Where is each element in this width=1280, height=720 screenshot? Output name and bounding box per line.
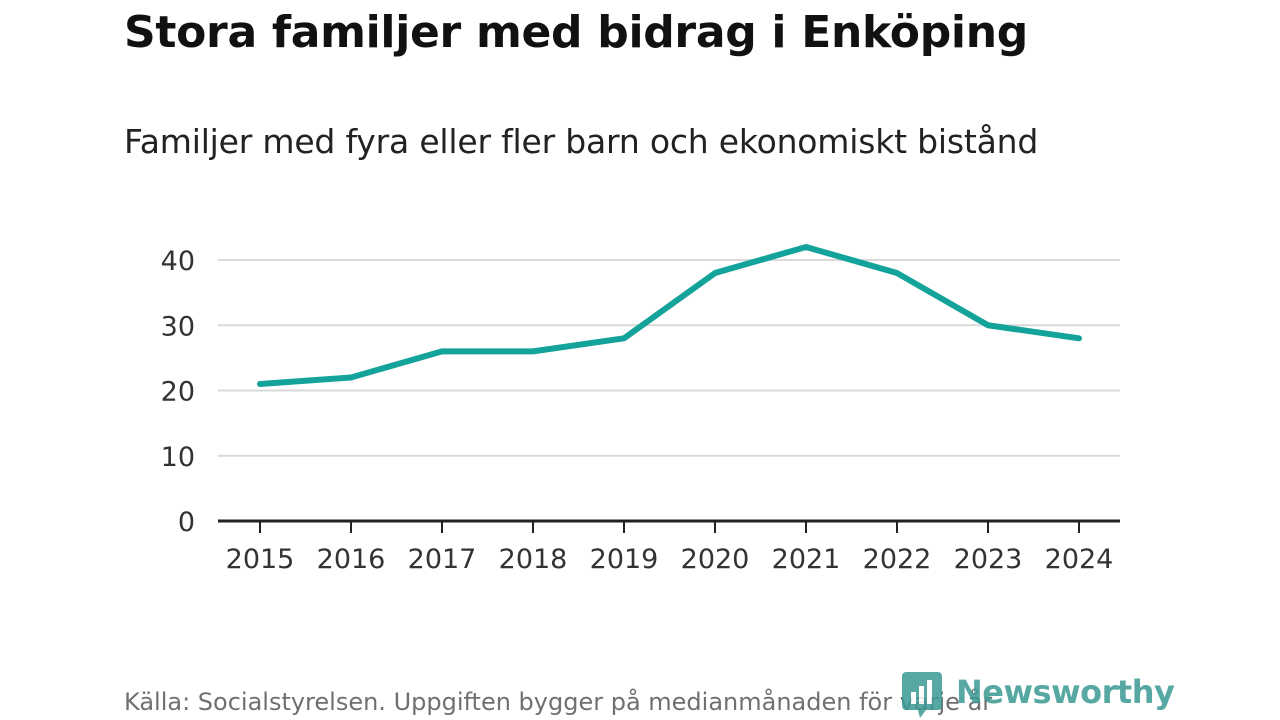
- data-point-2024: [1076, 335, 1082, 341]
- x-tick-label: 2016: [317, 544, 386, 575]
- data-point-2018: [530, 348, 536, 354]
- x-axis-ticks: 2015 2016 2017 2018 2019 2020 2021 2022 2023 2024: [218, 519, 1120, 575]
- x-tick-label: 2023: [954, 544, 1023, 575]
- newsworthy-logo-icon: [902, 672, 942, 718]
- chart-title: Stora familjer med bidrag i Enköping: [124, 7, 1028, 58]
- data-point-2019: [621, 335, 627, 341]
- x-tick-label: 2020: [681, 544, 750, 575]
- series-line: [257, 243, 1082, 387]
- data-point-2016: [348, 374, 354, 380]
- x-tick-label: 2021: [772, 544, 841, 575]
- x-tick-label: 2024: [1045, 544, 1114, 575]
- data-point-2017: [439, 348, 445, 354]
- x-tick-label: 2019: [590, 544, 659, 575]
- data-point-2020: [712, 270, 718, 276]
- x-tick-label: 2015: [226, 544, 295, 575]
- y-tick-label: 10: [161, 442, 195, 473]
- source-note: Källa: Socialstyrelsen. Uppgiften bygger…: [124, 688, 993, 716]
- y-tick-label: 30: [161, 311, 195, 342]
- data-point-2022: [894, 270, 900, 276]
- series-lines: [257, 243, 1082, 387]
- gridlines: [218, 259, 1120, 457]
- y-axis-ticks: 0 10 20 30 40: [161, 246, 195, 538]
- brand-logo: Newsworthy: [902, 670, 1175, 718]
- brand-name: Newsworthy: [956, 673, 1175, 711]
- y-tick-label: 0: [178, 507, 195, 538]
- chart-subtitle: Familjer med fyra eller fler barn och ek…: [124, 122, 1039, 161]
- y-tick-label: 40: [161, 246, 195, 277]
- data-point-2021: [803, 244, 809, 250]
- x-tick-label: 2017: [408, 544, 477, 575]
- data-point-2023: [985, 322, 991, 328]
- x-tick-label: 2022: [863, 544, 932, 575]
- data-point-2015: [257, 381, 263, 387]
- y-tick-label: 20: [161, 377, 195, 408]
- x-tick-label: 2018: [499, 544, 568, 575]
